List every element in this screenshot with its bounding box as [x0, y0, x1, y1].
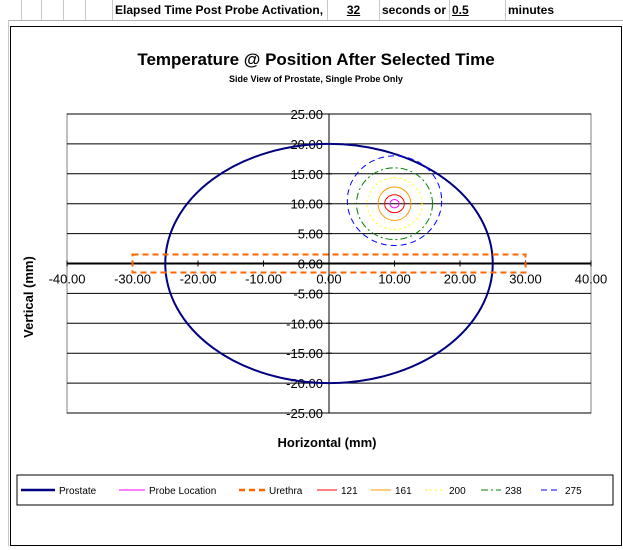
legend-label: 275 — [565, 486, 582, 497]
x-tick-label: 40.00 — [575, 272, 608, 287]
spreadsheet-cell[interactable] — [0, 0, 22, 20]
chart-legend: Prostate Probe Location Urethra 121 161 200 23… — [16, 474, 614, 506]
chart-subtitle: Side View of Prostate, Single Probe Only — [229, 74, 403, 84]
spreadsheet-cell[interactable] — [22, 0, 42, 20]
spreadsheet-cell[interactable] — [86, 0, 113, 20]
legend-label: 200 — [449, 486, 466, 497]
y-tick-label: 0.00 — [298, 257, 323, 272]
x-axis-label: Horizontal (mm) — [278, 435, 377, 450]
x-tick-label: -20.00 — [180, 272, 217, 287]
x-tick-label: -10.00 — [245, 272, 282, 287]
elapsed-time-label[interactable]: Elapsed Time Post Probe Activation, — [113, 0, 328, 20]
series-161 — [377, 186, 412, 221]
minutes-unit-cell[interactable]: minutes — [508, 3, 555, 17]
y-tick-label: 10.00 — [290, 197, 323, 212]
legend-label: 161 — [395, 486, 412, 497]
x-tick-label: -40.00 — [49, 272, 86, 287]
series-200 — [366, 177, 423, 230]
x-tick-label: 20.00 — [444, 272, 477, 287]
seconds-value-cell[interactable]: 32 — [328, 0, 380, 20]
y-axis-label: Vertical (mm) — [21, 256, 36, 338]
minutes-value-cell[interactable]: 0.5 — [450, 0, 506, 20]
series-probe-location — [389, 199, 400, 209]
y-tick-label: -15.00 — [286, 346, 323, 361]
series-275 — [346, 155, 443, 247]
x-tick-label: -30.00 — [114, 272, 151, 287]
spreadsheet-cell[interactable] — [64, 0, 86, 20]
temperature-chart: Temperature @ Position After Selected Ti… — [16, 50, 614, 506]
series-prostate — [164, 142, 494, 385]
minutes-value: 0.5 — [452, 3, 469, 17]
series-121 — [384, 194, 405, 214]
series-238 — [356, 167, 433, 241]
plot-area: -40.00 -30.00 -20.00 -10.00 0.00 10.00 20.00 30… — [49, 107, 608, 421]
chart-area[interactable]: Temperature @ Position After Selected Ti… — [10, 26, 622, 546]
legend-box — [16, 474, 614, 506]
y-tick-label: 25.00 — [290, 107, 323, 122]
y-tick-label: -10.00 — [286, 316, 323, 331]
x-tick-label: 0.00 — [316, 272, 341, 287]
legend-label: Probe Location — [149, 486, 216, 497]
row-header-strip — [0, 20, 9, 546]
seconds-value: 32 — [346, 3, 361, 17]
chart-title: Temperature @ Position After Selected Ti… — [137, 50, 494, 69]
series-urethra — [131, 253, 527, 274]
legend-label: 238 — [505, 486, 522, 497]
spreadsheet-cell[interactable] — [42, 0, 64, 20]
x-tick-label: 30.00 — [509, 272, 542, 287]
legend-label: Prostate — [59, 486, 97, 497]
y-tick-label: -5.00 — [293, 286, 323, 301]
legend-label: 121 — [341, 486, 358, 497]
y-tick-label: -25.00 — [286, 406, 323, 421]
y-tick-label: 5.00 — [298, 227, 323, 242]
seconds-unit-cell[interactable]: seconds or — [380, 0, 450, 20]
legend-label: Urethra — [269, 486, 303, 497]
spreadsheet-header-row: Elapsed Time Post Probe Activation, 32 s… — [0, 0, 623, 21]
y-tick-label: 15.00 — [290, 167, 323, 182]
x-tick-label: 10.00 — [378, 272, 411, 287]
